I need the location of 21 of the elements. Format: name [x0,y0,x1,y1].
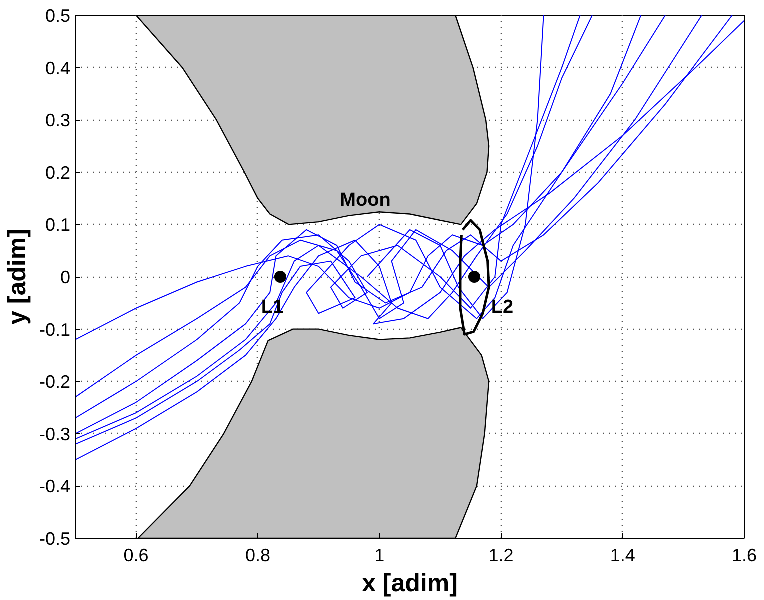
x-tick-label: 1.4 [610,546,636,566]
y-axis-title: y [adim] [3,229,32,325]
y-tick-label: 0.5 [45,6,71,26]
x-tick-label: 0.8 [245,546,270,566]
y-tick-label: -0.4 [39,476,71,497]
y-tick-label: -0.5 [39,529,71,549]
y-tick-label: 0.1 [45,215,71,236]
annotation: L2 [491,297,514,318]
y-tick-label: 0 [60,268,71,288]
annotation: Moon [340,190,391,211]
y-tick-label: 0.2 [45,162,71,183]
x-tick-label: 1 [374,546,385,566]
x-tick-label: 1.2 [488,546,514,566]
x-tick-label: 0.6 [124,546,149,566]
y-tick-label: -0.3 [39,424,71,444]
x-axis-title: x [adim] [362,570,458,598]
x-tick-label: 1.6 [732,546,758,566]
y-tick-label: -0.1 [39,320,71,340]
y-tick-label: 0.3 [45,110,71,131]
y-tick-label: 0.4 [45,58,71,78]
y-tick-label: -0.2 [39,372,71,392]
